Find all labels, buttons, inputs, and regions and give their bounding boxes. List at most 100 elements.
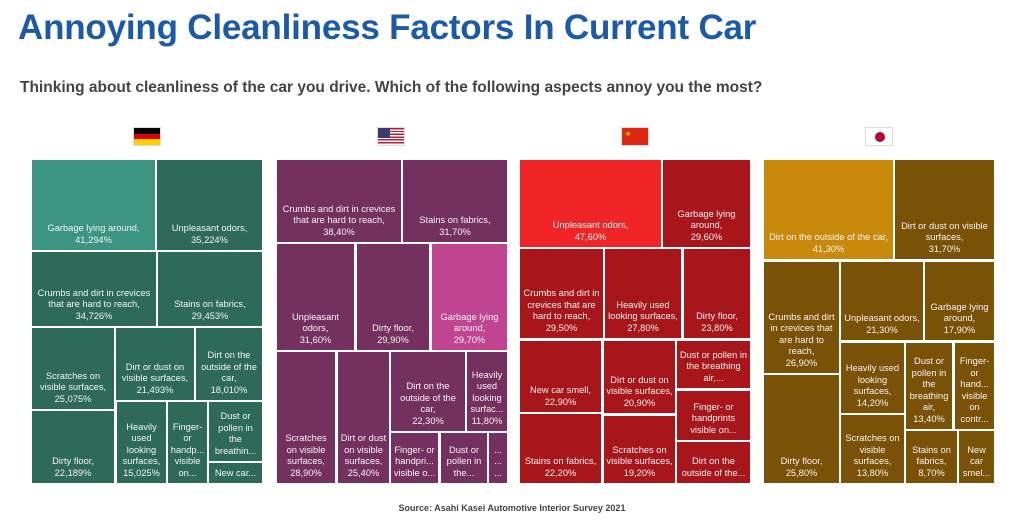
treemap-tile: Stains on fabrics, 31,70% (403, 160, 507, 242)
treemap-tile: Scratches on visible surfaces, 28,90% (277, 352, 335, 483)
tile-label: Dirty floor, (372, 323, 414, 333)
tile-label: ... ... ... (494, 444, 502, 478)
tile-label: Dirt or dust on visible surfaces, (340, 433, 387, 466)
treemap-tile: ... ... ... (489, 433, 507, 483)
treemap-tile: Unpleasant odors, 35,224% (157, 160, 262, 250)
tile-value: 29,60% (690, 231, 723, 242)
germany-flag-icon (133, 127, 161, 146)
tile-label: Crumbs and dirt in crevices that are har… (523, 288, 600, 321)
treemap-tile: Heavily used looking surfac... 11,80% (467, 352, 507, 431)
tile-label: Dirt or dust on visible surfaces, (901, 220, 988, 243)
usa-flag-icon (377, 127, 405, 146)
tile-value: 14,20% (856, 397, 889, 408)
tile-label: Heavily used looking surfac... (470, 369, 504, 415)
tile-value: 13,40% (913, 413, 945, 424)
treemap-tile: Dust or pollen in the breathing air, 13,4… (906, 343, 952, 429)
source-note: Source: Asahi Kasei Automotive Interior … (398, 503, 626, 513)
treemap-tile: Finger- or handpri... visible o... (391, 433, 438, 483)
tile-value: 21,30% (866, 324, 898, 335)
tile-label: Crumbs and dirt in crevices that are har… (37, 287, 151, 310)
tile-label: Dirty floor, (52, 456, 94, 466)
tile-label: Scratches on visible surfaces, (845, 433, 900, 466)
treemap-tile: Heavily used looking surfaces, 27,80% (605, 249, 681, 338)
tile-value: 29,90% (377, 334, 409, 345)
treemap-tile: Dirty floor, 25,80% (764, 375, 839, 483)
tile-value: 35,224% (191, 234, 228, 245)
treemap-tile: Dirt or dust on visible surfaces, 21,493% (116, 328, 194, 400)
tile-label: Stains on fabrics, (524, 456, 597, 466)
tile-label: Heavily used looking surfaces, (845, 363, 900, 396)
tile-label: Stains on fabrics, (419, 215, 491, 225)
treemap-tile: Garbage lying around, 17,90% (925, 262, 994, 340)
treemap-tile: Scratches on visible surfaces, 19,20% (604, 416, 675, 483)
tile-label: Garbage lying around, (930, 301, 989, 324)
tile-label: Scratches on visible surfaces, (285, 433, 327, 466)
treemap-tile: Garbage lying around, 29,60% (663, 160, 750, 247)
tile-value: 28,90% (290, 467, 322, 478)
tile-label: Scratches on visible surfaces, (39, 370, 107, 393)
tile-value: 21,493% (136, 384, 174, 395)
tile-value: 17,90% (943, 324, 976, 335)
tile-value: 25,40% (347, 467, 380, 478)
tile-value: 25,80% (785, 467, 818, 478)
tile-label: Dirty floor, (696, 311, 738, 321)
treemap-tile: Dust or pollen in the breathing air,... (677, 341, 750, 388)
treemap-tile: Unpleasant odors, 47,60% (520, 160, 661, 247)
tile-value: 22,20% (544, 467, 577, 478)
tile-label: Garbage lying around, (440, 311, 499, 334)
tile-label: Scratches on visible surfaces, (606, 444, 673, 467)
tile-label: Heavily used looking surfaces, (122, 421, 161, 467)
treemap-tile: Dirt on the outside of the car, 41,30% (764, 160, 893, 259)
tile-value: 22,189% (54, 467, 92, 478)
tile-label: Dust or pollen in the breathin... (214, 411, 257, 456)
treemap-tile: Dirt on the outside of the car, 18,010% (196, 328, 262, 400)
treemap-tile: New car smel... (959, 431, 994, 483)
tile-label: Crumbs and dirt in crevices that are har… (282, 203, 396, 226)
tile-label: Finger- or handprints visible on... (690, 401, 737, 435)
treemap-tile: Scratches on visible surfaces, 13,80% (841, 415, 904, 483)
tile-label: Crumbs and dirt in crevices that are har… (768, 311, 835, 357)
tile-label: Dirt on the outside of the... (681, 456, 746, 478)
tile-label: Dirty floor, (780, 456, 823, 466)
tile-value: 31,70% (928, 243, 961, 254)
tile-value: 8,70% (918, 467, 945, 478)
tile-label: Garbage lying around, (677, 208, 736, 231)
tile-label: New car smel... (962, 444, 991, 478)
tile-value: 29,453% (191, 310, 229, 321)
treemap-tile: Unpleasant odors, 31,60% (277, 244, 354, 350)
treemap-tile: New car smell, 22,90% (520, 341, 601, 412)
treemap-tile: Dirty floor, 22,189% (32, 411, 114, 483)
tile-value: 41,294% (75, 234, 112, 245)
treemap-tile: Heavily used looking surfaces, 14,20% (841, 343, 904, 413)
tile-value: 31,70% (439, 226, 471, 237)
treemap-tile: Heavily used looking surfaces, 15,025% (117, 402, 166, 483)
tile-value: 29,50% (545, 322, 578, 333)
tile-value: 47,60% (574, 231, 607, 242)
treemap-tile: Crumbs and dirt in crevices that are har… (277, 160, 401, 242)
tile-label: New car smell, (530, 385, 591, 395)
tile-value: 25,075% (54, 393, 92, 404)
treemap-tile: Garbage lying around, 29,70% (432, 244, 507, 350)
treemap-tile: Finger- or hand... visible on contr... (955, 343, 994, 429)
tile-label: Dust or pollen in the... (446, 444, 482, 478)
tile-label: Stains on fabrics, (912, 444, 951, 467)
treemap-tile: Stains on fabrics, 29,453% (158, 252, 262, 326)
tile-label: Finger- or handp... visible on... (170, 421, 205, 478)
treemap-tile: Unpleasant odors, 21,30% (841, 262, 923, 340)
tile-value: 27,80% (627, 322, 659, 333)
tile-value: 20,90% (623, 397, 656, 408)
tile-value: 26,90% (785, 357, 818, 368)
tile-value: 29,70% (453, 334, 486, 345)
tile-value: 22,90% (544, 396, 577, 407)
page-title: Annoying Cleanliness Factors In Current … (18, 8, 757, 47)
subtitle: Thinking about cleanliness of the car yo… (20, 79, 763, 96)
tile-label: Finger- or handpri... visible o... (393, 444, 436, 478)
tile-label: Dirt on the outside of the car, (769, 232, 888, 242)
tile-value: 15,025% (123, 467, 160, 478)
treemap-tile: Dust or pollen in the... (441, 433, 487, 483)
tile-label: Dirt or dust on visible surfaces, (121, 361, 189, 384)
tile-value: 19,20% (623, 467, 656, 478)
treemap-tile: Dirt on the outside of the... (677, 442, 750, 483)
treemap-tile: Dust or pollen in the breathin... (209, 402, 262, 461)
tile-label: Dust or pollen in the breathing air, (909, 356, 949, 412)
